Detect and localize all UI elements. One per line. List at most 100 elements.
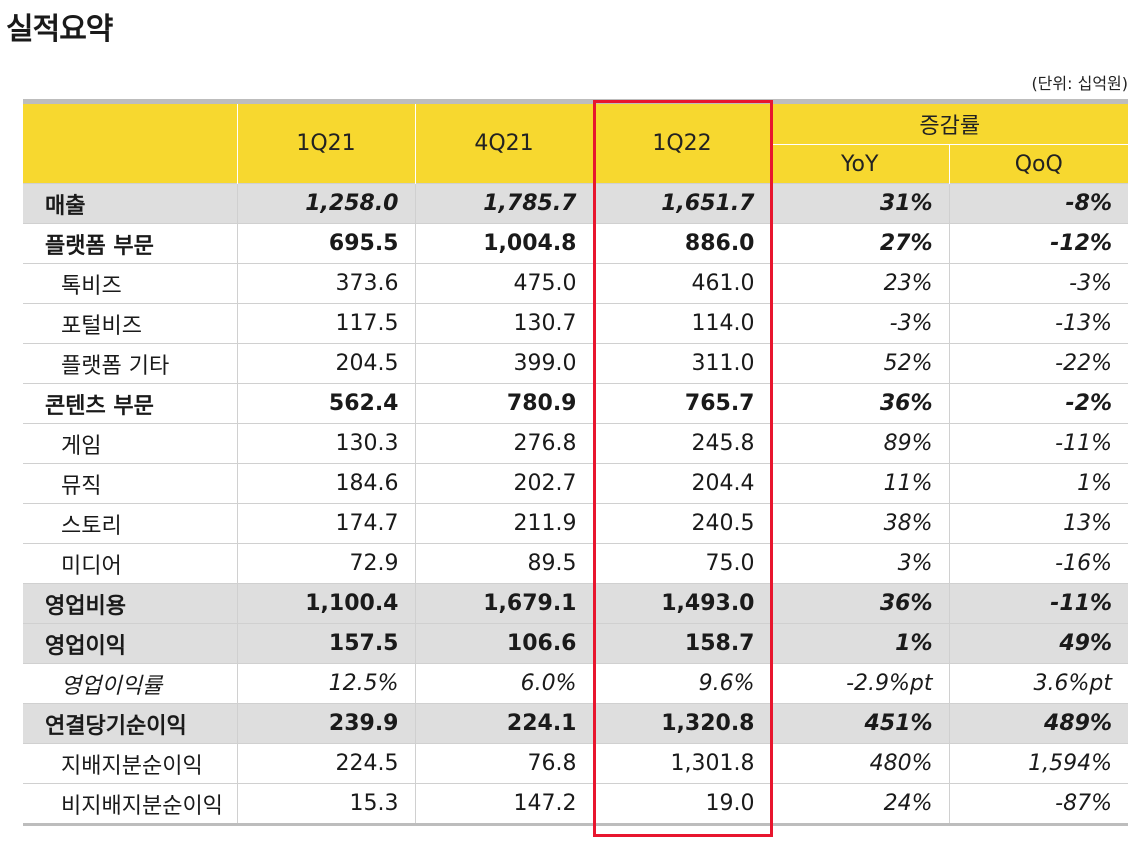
- cell-1q21: 12.5%: [236, 663, 415, 704]
- row-label: 연결당기순이익: [23, 703, 237, 744]
- cell-4q21: 475.0: [414, 263, 593, 304]
- header-qoq: QoQ: [948, 144, 1129, 184]
- cell-yoy: 38%: [770, 503, 949, 544]
- cell-1q21: 695.5: [236, 223, 415, 264]
- row-label: 미디어: [23, 543, 237, 584]
- cell-1q22: 245.8: [592, 423, 771, 464]
- cell-yoy: 52%: [770, 343, 949, 384]
- table-row: 플랫폼 기타 204.5 399.0 311.0 52% -22%: [23, 343, 1129, 384]
- cell-yoy: 451%: [770, 703, 949, 744]
- cell-4q21: 1,004.8: [414, 223, 593, 264]
- cell-4q21: 276.8: [414, 423, 593, 464]
- cell-4q21: 89.5: [414, 543, 593, 584]
- cell-qoq: -11%: [948, 423, 1129, 464]
- cell-4q21: 1,679.1: [414, 583, 593, 624]
- cell-yoy: 480%: [770, 743, 949, 784]
- page-title: 실적요약: [6, 12, 113, 47]
- cell-1q22: 1,301.8: [592, 743, 771, 784]
- cell-yoy: 23%: [770, 263, 949, 304]
- row-label: 플랫폼 부문: [23, 223, 237, 264]
- row-label: 뮤직: [23, 463, 237, 504]
- header-yoy: YoY: [771, 144, 949, 184]
- table-row: 뮤직 184.6 202.7 204.4 11% 1%: [23, 463, 1129, 504]
- cell-qoq: -8%: [948, 183, 1129, 224]
- cell-1q21: 184.6: [236, 463, 415, 504]
- cell-1q22: 765.7: [592, 383, 771, 424]
- header-period-1q22: 1Q22: [592, 101, 771, 184]
- cell-1q22: 158.7: [592, 623, 771, 664]
- cell-qoq: 1,594%: [948, 743, 1129, 784]
- row-label: 톡비즈: [23, 263, 237, 304]
- cell-1q22: 461.0: [592, 263, 771, 304]
- table-row: 미디어 72.9 89.5 75.0 3% -16%: [23, 543, 1129, 584]
- row-label: 콘텐츠 부문: [23, 383, 237, 424]
- cell-4q21: 147.2: [414, 783, 593, 826]
- row-label: 게임: [23, 423, 237, 464]
- cell-4q21: 224.1: [414, 703, 593, 744]
- cell-1q21: 72.9: [236, 543, 415, 584]
- cell-qoq: 13%: [948, 503, 1129, 544]
- header-period-1q21: 1Q21: [236, 101, 415, 184]
- cell-1q21: 204.5: [236, 343, 415, 384]
- cell-yoy: -3%: [770, 303, 949, 344]
- header-period-4q21: 4Q21: [414, 101, 593, 184]
- cell-qoq: -16%: [948, 543, 1129, 584]
- cell-1q22: 240.5: [592, 503, 771, 544]
- table-row: 게임 130.3 276.8 245.8 89% -11%: [23, 423, 1129, 464]
- cell-1q21: 157.5: [236, 623, 415, 664]
- table-row: 콘텐츠 부문 562.4 780.9 765.7 36% -2%: [23, 383, 1129, 424]
- table-row: 톡비즈 373.6 475.0 461.0 23% -3%: [23, 263, 1129, 304]
- cell-1q21: 239.9: [236, 703, 415, 744]
- cell-4q21: 6.0%: [414, 663, 593, 704]
- cell-yoy: 24%: [770, 783, 949, 826]
- table-row: 비지배지분순이익 15.3 147.2 19.0 24% -87%: [23, 783, 1129, 826]
- row-label: 포털비즈: [23, 303, 237, 344]
- cell-4q21: 202.7: [414, 463, 593, 504]
- table-row: 지배지분순이익 224.5 76.8 1,301.8 480% 1,594%: [23, 743, 1129, 784]
- row-label: 영업비용: [23, 583, 237, 624]
- cell-4q21: 106.6: [414, 623, 593, 664]
- row-label: 스토리: [23, 503, 237, 544]
- results-summary-table: 1Q21 4Q21 1Q22 증감률 YoY QoQ 매출 1,258.0 1,…: [23, 99, 1129, 826]
- cell-qoq: 1%: [948, 463, 1129, 504]
- cell-4q21: 130.7: [414, 303, 593, 344]
- cell-1q22: 114.0: [592, 303, 771, 344]
- cell-qoq: -12%: [948, 223, 1129, 264]
- row-label: 영업이익률: [23, 663, 237, 704]
- cell-1q21: 117.5: [236, 303, 415, 344]
- cell-4q21: 399.0: [414, 343, 593, 384]
- cell-1q21: 1,258.0: [236, 183, 415, 224]
- cell-yoy: -2.9%pt: [770, 663, 949, 704]
- cell-1q22: 1,651.7: [592, 183, 771, 224]
- cell-1q21: 15.3: [236, 783, 415, 826]
- cell-4q21: 780.9: [414, 383, 593, 424]
- cell-qoq: -87%: [948, 783, 1129, 826]
- cell-yoy: 1%: [770, 623, 949, 664]
- cell-1q22: 9.6%: [592, 663, 771, 704]
- cell-qoq: -3%: [948, 263, 1129, 304]
- table-row: 영업이익 157.5 106.6 158.7 1% 49%: [23, 623, 1129, 664]
- cell-1q22: 204.4: [592, 463, 771, 504]
- cell-4q21: 1,785.7: [414, 183, 593, 224]
- cell-4q21: 76.8: [414, 743, 593, 784]
- table-row: 매출 1,258.0 1,785.7 1,651.7 31% -8%: [23, 183, 1129, 224]
- cell-qoq: -2%: [948, 383, 1129, 424]
- cell-1q21: 373.6: [236, 263, 415, 304]
- cell-yoy: 31%: [770, 183, 949, 224]
- cell-1q21: 130.3: [236, 423, 415, 464]
- table-row: 스토리 174.7 211.9 240.5 38% 13%: [23, 503, 1129, 544]
- cell-1q21: 224.5: [236, 743, 415, 784]
- cell-qoq: 3.6%pt: [948, 663, 1129, 704]
- cell-yoy: 89%: [770, 423, 949, 464]
- table-row: 연결당기순이익 239.9 224.1 1,320.8 451% 489%: [23, 703, 1129, 744]
- unit-label: (단위: 십억원): [1031, 74, 1128, 93]
- row-label: 비지배지분순이익: [23, 783, 237, 826]
- cell-1q22: 1,320.8: [592, 703, 771, 744]
- cell-1q22: 75.0: [592, 543, 771, 584]
- row-label: 영업이익: [23, 623, 237, 664]
- cell-qoq: 489%: [948, 703, 1129, 744]
- cell-1q21: 562.4: [236, 383, 415, 424]
- cell-yoy: 36%: [770, 583, 949, 624]
- cell-qoq: -13%: [948, 303, 1129, 344]
- cell-1q22: 19.0: [592, 783, 771, 826]
